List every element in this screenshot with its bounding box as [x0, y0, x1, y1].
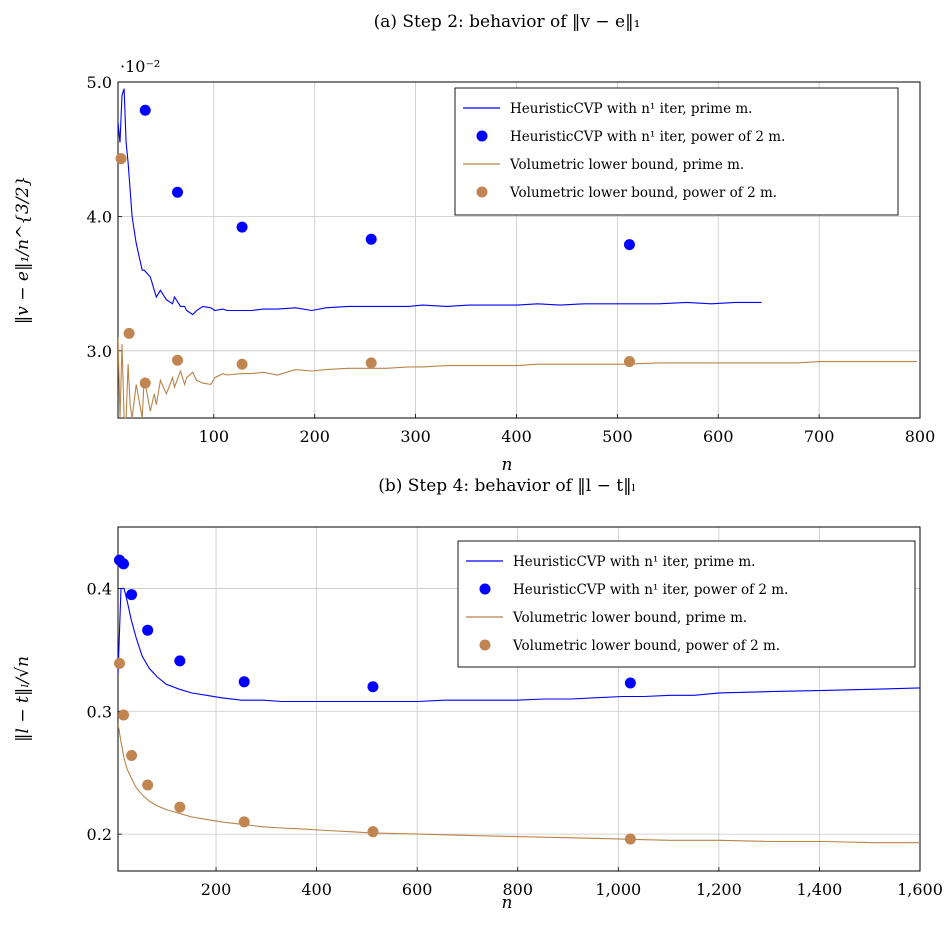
- data-point: [118, 709, 130, 721]
- x-tick-label: 800: [502, 880, 533, 899]
- chart-b: (b) Step 4: behavior of ‖l − t‖ₗ 200 400 60…: [13, 476, 943, 913]
- series-line-0: [118, 587, 920, 703]
- data-point: [367, 826, 379, 838]
- legend-marker-swatch: [479, 583, 491, 595]
- x-tick-label: 400: [301, 880, 332, 899]
- legend-entry: Volumetric lower bound, power of 2 m.: [509, 185, 777, 201]
- legend-entry: Volumetric lower bound, prime m.: [512, 610, 747, 626]
- x-tick-label: 1,000: [595, 880, 641, 899]
- data-point: [238, 816, 250, 828]
- plot-frame: [117, 526, 921, 872]
- x-axis-label: n: [502, 893, 513, 913]
- series-line-0: [118, 88, 762, 316]
- x-tick-label: 300: [400, 427, 431, 446]
- data-point: [114, 657, 126, 669]
- data-point: [367, 681, 379, 693]
- chart-title: (b) Step 4: behavior of ‖l − t‖ₗ: [378, 476, 636, 496]
- x-tick-label: 600: [402, 880, 433, 899]
- data-point: [623, 356, 635, 368]
- legend-marker-swatch: [476, 186, 488, 198]
- series-line-2: [118, 337, 917, 418]
- legend: HeuristicCVP with n¹ iter, prime m. Heuri…: [454, 87, 899, 216]
- y-tick-label: 5.0: [87, 73, 112, 92]
- data-point: [365, 233, 377, 245]
- data-point: [142, 779, 154, 791]
- x-tick-label: 1,200: [696, 880, 742, 899]
- data-point: [172, 186, 184, 198]
- data-point: [365, 357, 377, 369]
- data-point: [174, 801, 186, 813]
- plot-frame: [117, 81, 921, 419]
- x-tick-label: 1,600: [897, 880, 943, 899]
- y-tick-label: 3.0: [87, 342, 112, 361]
- data-point: [236, 358, 248, 370]
- legend: HeuristicCVP with n¹ iter, prime m. Heuri…: [457, 540, 916, 668]
- data-point: [126, 589, 138, 601]
- legend-box: [454, 87, 899, 216]
- data-point: [139, 104, 151, 116]
- chart-a: (a) Step 2: behavior of ‖v − e‖₁ 100 200 30…: [13, 12, 935, 475]
- plot-area: [118, 88, 917, 418]
- data-point: [238, 676, 250, 688]
- x-axis-label: n: [502, 455, 513, 475]
- legend-entry: Volumetric lower bound, prime m.: [509, 157, 744, 173]
- data-point: [623, 239, 635, 251]
- x-tick-label: 700: [804, 427, 835, 446]
- legend-entry: HeuristicCVP with n¹ iter, prime m.: [510, 101, 752, 117]
- y-tick-label: 4.0: [87, 207, 112, 226]
- data-point: [236, 221, 248, 233]
- x-tick-label: 800: [905, 427, 936, 446]
- data-point: [118, 558, 130, 570]
- data-point: [174, 655, 186, 667]
- y-axis-label: ‖v − e‖₁/n^{3/2}: [13, 176, 33, 324]
- data-point: [142, 624, 154, 636]
- y-axis-label: ‖l − t‖ₗ/√n: [13, 656, 33, 742]
- x-tick-label: 100: [199, 427, 230, 446]
- x-tick-label: 400: [501, 427, 532, 446]
- x-tick-label: 1,400: [797, 880, 843, 899]
- data-point: [115, 153, 127, 165]
- y-scale-label: ·10⁻²: [120, 57, 160, 76]
- legend-entry: HeuristicCVP with n¹ iter, prime m.: [513, 554, 755, 570]
- plot-area: [118, 587, 920, 844]
- x-tick-label: 200: [201, 880, 232, 899]
- y-tick-label: 0.4: [87, 579, 112, 598]
- legend-marker-swatch: [479, 639, 491, 651]
- chart-title: (a) Step 2: behavior of ‖v − e‖₁: [374, 12, 641, 32]
- y-tick-label: 0.3: [87, 702, 112, 721]
- y-tick-label: 0.2: [87, 825, 112, 844]
- legend-box: [457, 540, 916, 668]
- data-point: [139, 377, 151, 389]
- data-point: [172, 354, 184, 366]
- legend-entry: Volumetric lower bound, power of 2 m.: [512, 638, 780, 654]
- data-point: [624, 677, 636, 689]
- legend-entry: HeuristicCVP with n¹ iter, power of 2 m.: [510, 129, 785, 145]
- x-tick-label: 600: [703, 427, 734, 446]
- x-tick-label: 200: [299, 427, 330, 446]
- legend-entry: HeuristicCVP with n¹ iter, power of 2 m.: [513, 582, 788, 598]
- legend-marker-swatch: [476, 130, 488, 142]
- data-point: [126, 750, 138, 762]
- data-point: [123, 327, 135, 339]
- data-point: [624, 833, 636, 845]
- x-tick-label: 500: [602, 427, 633, 446]
- series-line-2: [118, 723, 920, 844]
